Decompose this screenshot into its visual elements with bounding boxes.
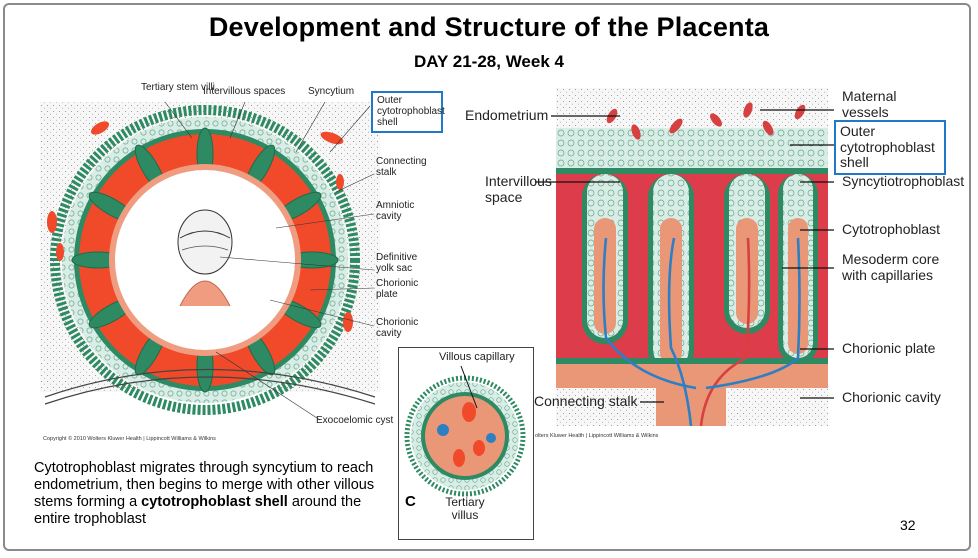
label-villous-capillary: Villous capillary [439, 351, 515, 364]
slide-title: Development and Structure of the Placent… [208, 12, 770, 42]
label-connecting-stalk-right: Connecting stalk [534, 393, 638, 409]
right-villi-illustration [556, 88, 828, 426]
copyright-left: Copyright © 2010 Wolters Kluwer Health |… [43, 436, 216, 442]
panel-c-tertiary-villus: Villous capillary C Tertiary villus [398, 347, 534, 540]
label-mesoderm-core: Mesoderm core with capillaries [842, 251, 940, 283]
slide-frame [3, 3, 971, 551]
slide-subtitle: DAY 21-28, Week 4 [414, 52, 564, 71]
label-maternal-vessels: Maternal vessels [842, 88, 897, 120]
label-cytotrophoblast: Cytotrophoblast [842, 221, 941, 237]
panel-letter-c: C [405, 493, 416, 510]
label-intervillous-spaces: Intervillous spaces [203, 86, 286, 97]
label-outer-cytotrophoblast-shell-left: Outer cytotrophoblast shell [371, 91, 445, 133]
caption-text-before: Cytotrophoblast migrates through syncyti… [34, 460, 375, 511]
caption-text-after: around the entire trophoblast [34, 494, 362, 528]
label-intervillous-space: Intervillous space [485, 173, 552, 205]
page-number: 32 [900, 517, 916, 533]
label-syncytium: Syncytium [308, 86, 355, 97]
label-chorionic-plate-right: Chorionic plate [842, 340, 936, 356]
label-chorionic-plate-left: Chorionic plate [376, 278, 419, 301]
caption-text: Cytotrophoblast migrates through syncyti… [34, 460, 379, 528]
label-syncytiotrophoblast: Syncytiotrophoblast [842, 173, 965, 189]
label-endometrium: Endometrium [465, 107, 549, 123]
label-tertiary-villus: Tertiary villus [445, 495, 485, 523]
tertiary-villus-illustration [404, 365, 526, 497]
label-exocoelomic-cyst: Exocoelomic cyst [316, 415, 394, 426]
label-amniotic-cavity: Amniotic cavity [376, 200, 415, 223]
copyright-right: olters Kluwer Health | Lippincott Willia… [535, 433, 659, 439]
label-outer-cytotrophoblast-shell-right: Outer cytotrophoblast shell [834, 120, 946, 176]
label-chorionic-cavity-left: Chorionic cavity [376, 317, 419, 340]
label-tertiary-stem-villi: Tertiary stem villi [141, 82, 215, 93]
label-connecting-stalk-left: Connecting stalk [376, 156, 427, 179]
caption-bold-term: cytotrophoblast shell [141, 494, 288, 511]
left-embryo-illustration [40, 101, 380, 421]
label-definitive-yolk-sac: Definitive yolk sac [376, 252, 418, 275]
label-chorionic-cavity-right: Chorionic cavity [842, 389, 941, 405]
